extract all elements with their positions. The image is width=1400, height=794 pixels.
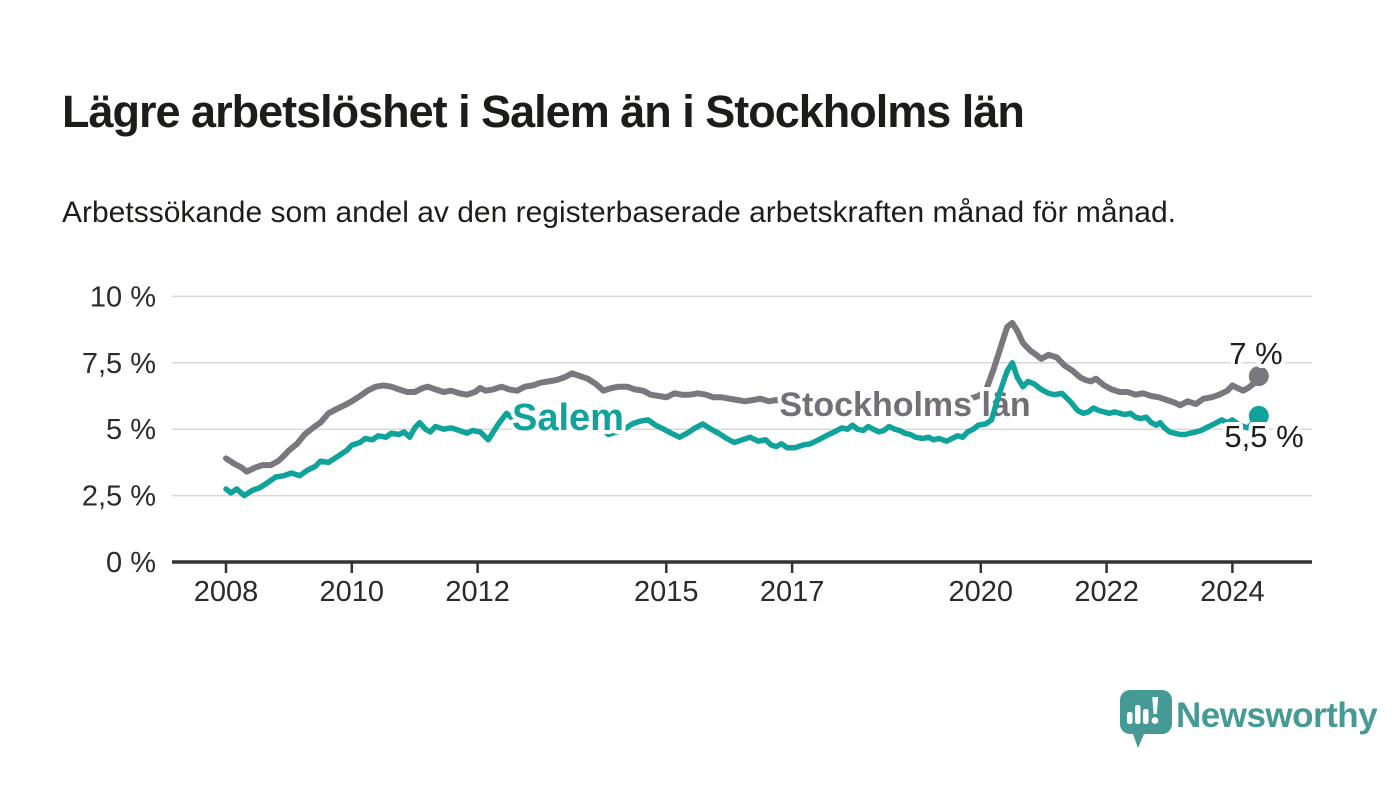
stockholm-line — [223, 320, 1262, 475]
exclamation-stem — [1152, 697, 1159, 714]
salem-line — [223, 360, 1262, 499]
salem-series-label: Salem — [512, 397, 624, 439]
x-axis-tick-label: 2022 — [1074, 576, 1139, 608]
bar-1 — [1127, 712, 1133, 724]
chart-subtitle: Arbetssökande som andel av den registerb… — [62, 196, 1176, 229]
x-axis-tick-label: 2024 — [1200, 576, 1265, 608]
x-axis-tick-label: 2015 — [634, 576, 699, 608]
exclamation-dot — [1151, 717, 1159, 724]
x-axis-tick-label: 2017 — [760, 576, 825, 608]
bar-3 — [1143, 709, 1149, 724]
stockholm-end-dot — [1248, 366, 1269, 387]
bar-2 — [1135, 705, 1141, 724]
stockholm-end-value-label: 7 % — [1229, 336, 1282, 371]
newsworthy-logo: Newsworthy — [1116, 686, 1378, 756]
page-title: Lägre arbetslöshet i Salem än i Stockhol… — [62, 86, 1025, 138]
x-axis-tick-label: 2012 — [445, 576, 510, 608]
newsworthy-bubble-chart-icon — [1120, 690, 1172, 748]
x-axis-tick-label: 2020 — [949, 576, 1014, 608]
y-axis-tick-label: 10 % — [90, 281, 156, 313]
y-axis-tick-label: 7,5 % — [82, 348, 156, 380]
y-axis-tick-label: 2,5 % — [82, 481, 156, 513]
y-axis-tick-label: 0 % — [106, 547, 156, 579]
unemployment-line-chart: 2008 2010 2012 2015 2017 2020 2022 2024 0 % 2,5 %… — [82, 281, 1312, 608]
x-axis-tick-label: 2010 — [320, 576, 385, 608]
y-axis-tick-label: 5 % — [106, 414, 156, 446]
salem-end-dot — [1248, 405, 1269, 426]
salem-end-value-label: 5,5 % — [1224, 419, 1303, 454]
x-axis-tick-label: 2008 — [194, 576, 259, 608]
newsworthy-logo-text: Newsworthy — [1176, 696, 1378, 735]
